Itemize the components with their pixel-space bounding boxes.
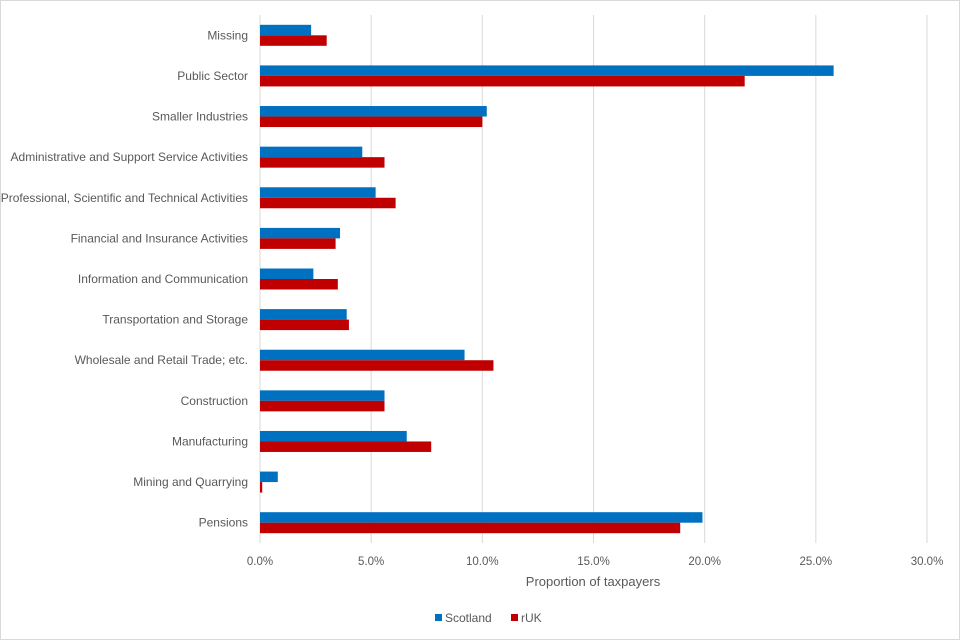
bar-scotland xyxy=(260,227,341,239)
category-labels: Missing Public Sector Smaller Industries Ad… xyxy=(1,28,249,529)
bar-scotland xyxy=(260,349,465,361)
category-label: Transportation and Storage xyxy=(102,313,248,327)
bar-scotland xyxy=(260,24,312,36)
category-label: Pensions xyxy=(199,516,248,530)
category-label: Missing xyxy=(207,28,248,42)
bar-ruk xyxy=(260,197,396,209)
legend-label-scotland: Scotland xyxy=(445,611,492,625)
x-tick-label: 20.0% xyxy=(688,556,721,568)
category-label: Mining and Quarrying xyxy=(133,475,248,489)
legend-swatch-scotland xyxy=(435,614,442,621)
x-tick-labels: 0.0% 5.0% 10.0% 15.0% 20.0% 25.0% 30.0% xyxy=(247,556,943,568)
legend: Scotland rUK xyxy=(435,611,542,625)
bar-scotland xyxy=(260,309,347,320)
x-tick-label: 5.0% xyxy=(358,556,384,568)
legend-swatch-ruk xyxy=(511,614,518,621)
category-label: Information and Communication xyxy=(78,272,248,286)
x-tick-label: 10.0% xyxy=(466,556,499,568)
bar-ruk xyxy=(260,360,494,371)
bars xyxy=(260,24,834,534)
category-label: Public Sector xyxy=(177,69,248,83)
bar-scotland xyxy=(260,65,834,76)
legend-label-ruk: rUK xyxy=(521,611,542,625)
category-label: Administrative and Support Service Activ… xyxy=(11,150,248,164)
x-tick-label: 25.0% xyxy=(800,556,833,568)
bar-ruk xyxy=(260,116,483,128)
bar-scotland xyxy=(260,187,376,198)
bar-ruk xyxy=(260,75,745,87)
category-label: Construction xyxy=(181,394,248,408)
x-tick-label: 15.0% xyxy=(577,556,610,568)
x-axis-title: Proportion of taxpayers xyxy=(526,574,661,589)
bar-scotland xyxy=(260,471,278,483)
bar-ruk xyxy=(260,35,327,46)
x-tick-label: 0.0% xyxy=(247,556,273,568)
bar-ruk xyxy=(260,400,385,412)
bar-scotland xyxy=(260,512,703,523)
bar-ruk xyxy=(260,319,349,331)
bar-scotland xyxy=(260,146,363,158)
bar-scotland xyxy=(260,430,407,442)
gridlines xyxy=(259,15,928,543)
category-label: Wholesale and Retail Trade; etc. xyxy=(75,353,248,367)
bar-scotland xyxy=(260,268,314,279)
bar-ruk xyxy=(260,157,385,168)
category-label: Professional, Scientific and Technical A… xyxy=(1,191,248,205)
x-tick-label: 30.0% xyxy=(911,556,944,568)
bar-ruk xyxy=(260,482,263,493)
category-label: Smaller Industries xyxy=(152,110,248,124)
bar-ruk xyxy=(260,279,338,290)
category-label: Manufacturing xyxy=(172,434,248,448)
bar-scotland xyxy=(260,390,385,401)
category-label: Financial and Insurance Activities xyxy=(71,231,248,245)
bar-ruk xyxy=(260,238,336,249)
bar-ruk xyxy=(260,522,681,534)
bar-scotland xyxy=(260,106,487,117)
bar-ruk xyxy=(260,441,432,452)
